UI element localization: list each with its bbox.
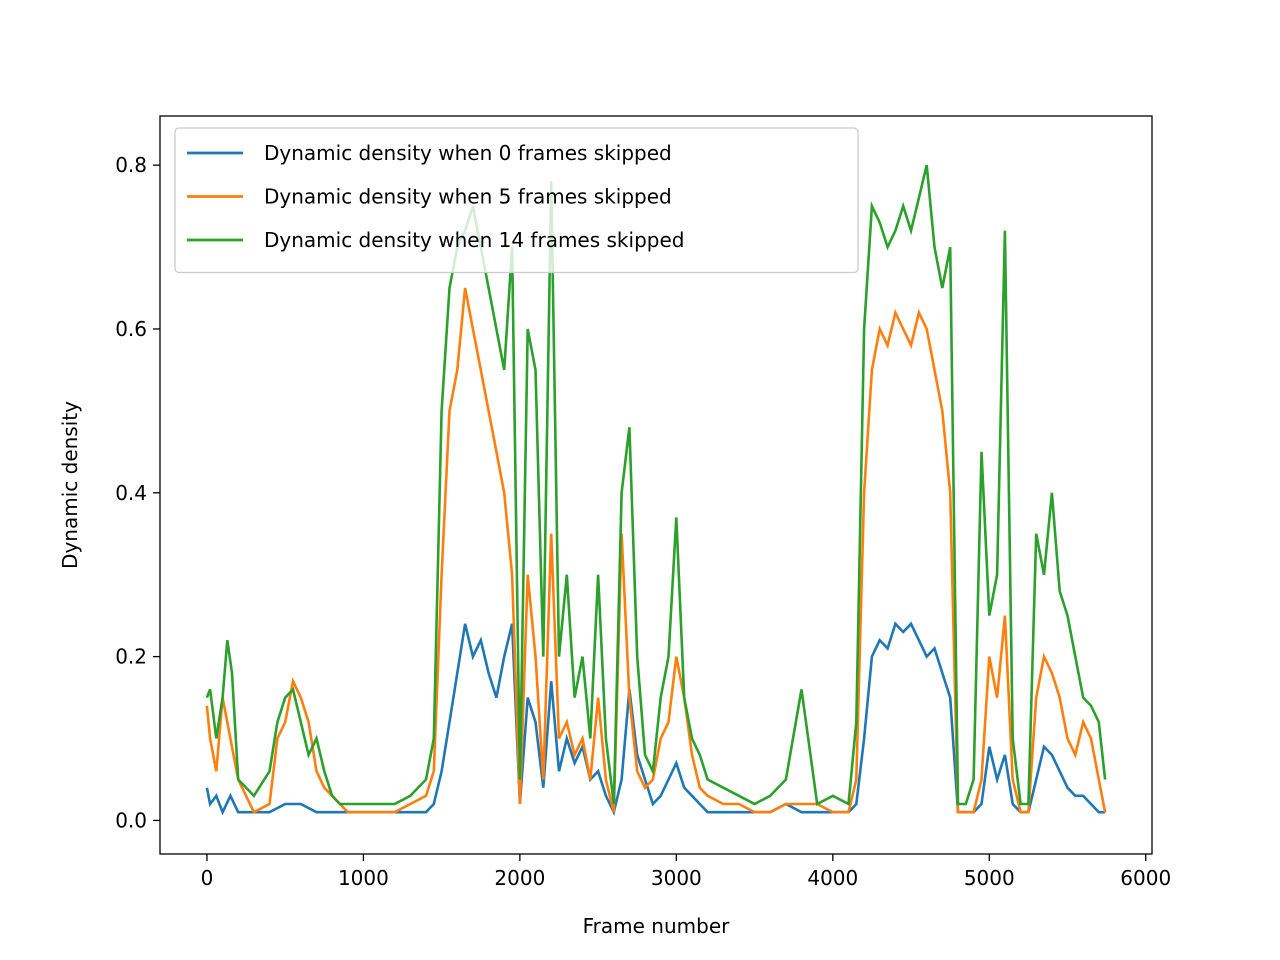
x-tick-label: 3000 — [651, 866, 702, 890]
x-tick-label: 2000 — [494, 866, 545, 890]
series-layer — [205, 164, 1107, 817]
legend-label-2: Dynamic density when 14 frames skipped — [264, 228, 684, 252]
y-tick-label: 0.8 — [115, 153, 147, 177]
y-axis-title: Dynamic density — [58, 401, 82, 569]
x-tick-label: 1000 — [338, 866, 389, 890]
axis-ticks: 0 1000 2000 3000 4000 5000 6000 0.0 0.2 0.4 0.6 0.8 — [115, 153, 1171, 890]
x-axis-title: Frame number — [583, 914, 731, 938]
legend-box — [174, 127, 859, 274]
x-tick-label: 5000 — [964, 866, 1015, 890]
x-tick-label: 0 — [201, 866, 214, 890]
y-tick-label: 0.2 — [115, 645, 147, 669]
legend: Dynamic density when 0 frames skipped Dyn… — [174, 127, 859, 274]
x-tick-label: 4000 — [807, 866, 858, 890]
plot-area-frame — [159, 115, 1153, 855]
series-line-2 — [205, 164, 1107, 807]
y-tick-label: 0.0 — [115, 808, 147, 832]
y-tick-label: 0.4 — [115, 481, 147, 505]
series-line-0 — [205, 621, 1106, 817]
series-line-1 — [205, 287, 1107, 814]
x-tick-label: 6000 — [1120, 866, 1171, 890]
legend-label-0: Dynamic density when 0 frames skipped — [264, 141, 672, 165]
legend-label-1: Dynamic density when 5 frames skipped — [264, 185, 672, 209]
y-tick-label: 0.6 — [115, 317, 147, 341]
